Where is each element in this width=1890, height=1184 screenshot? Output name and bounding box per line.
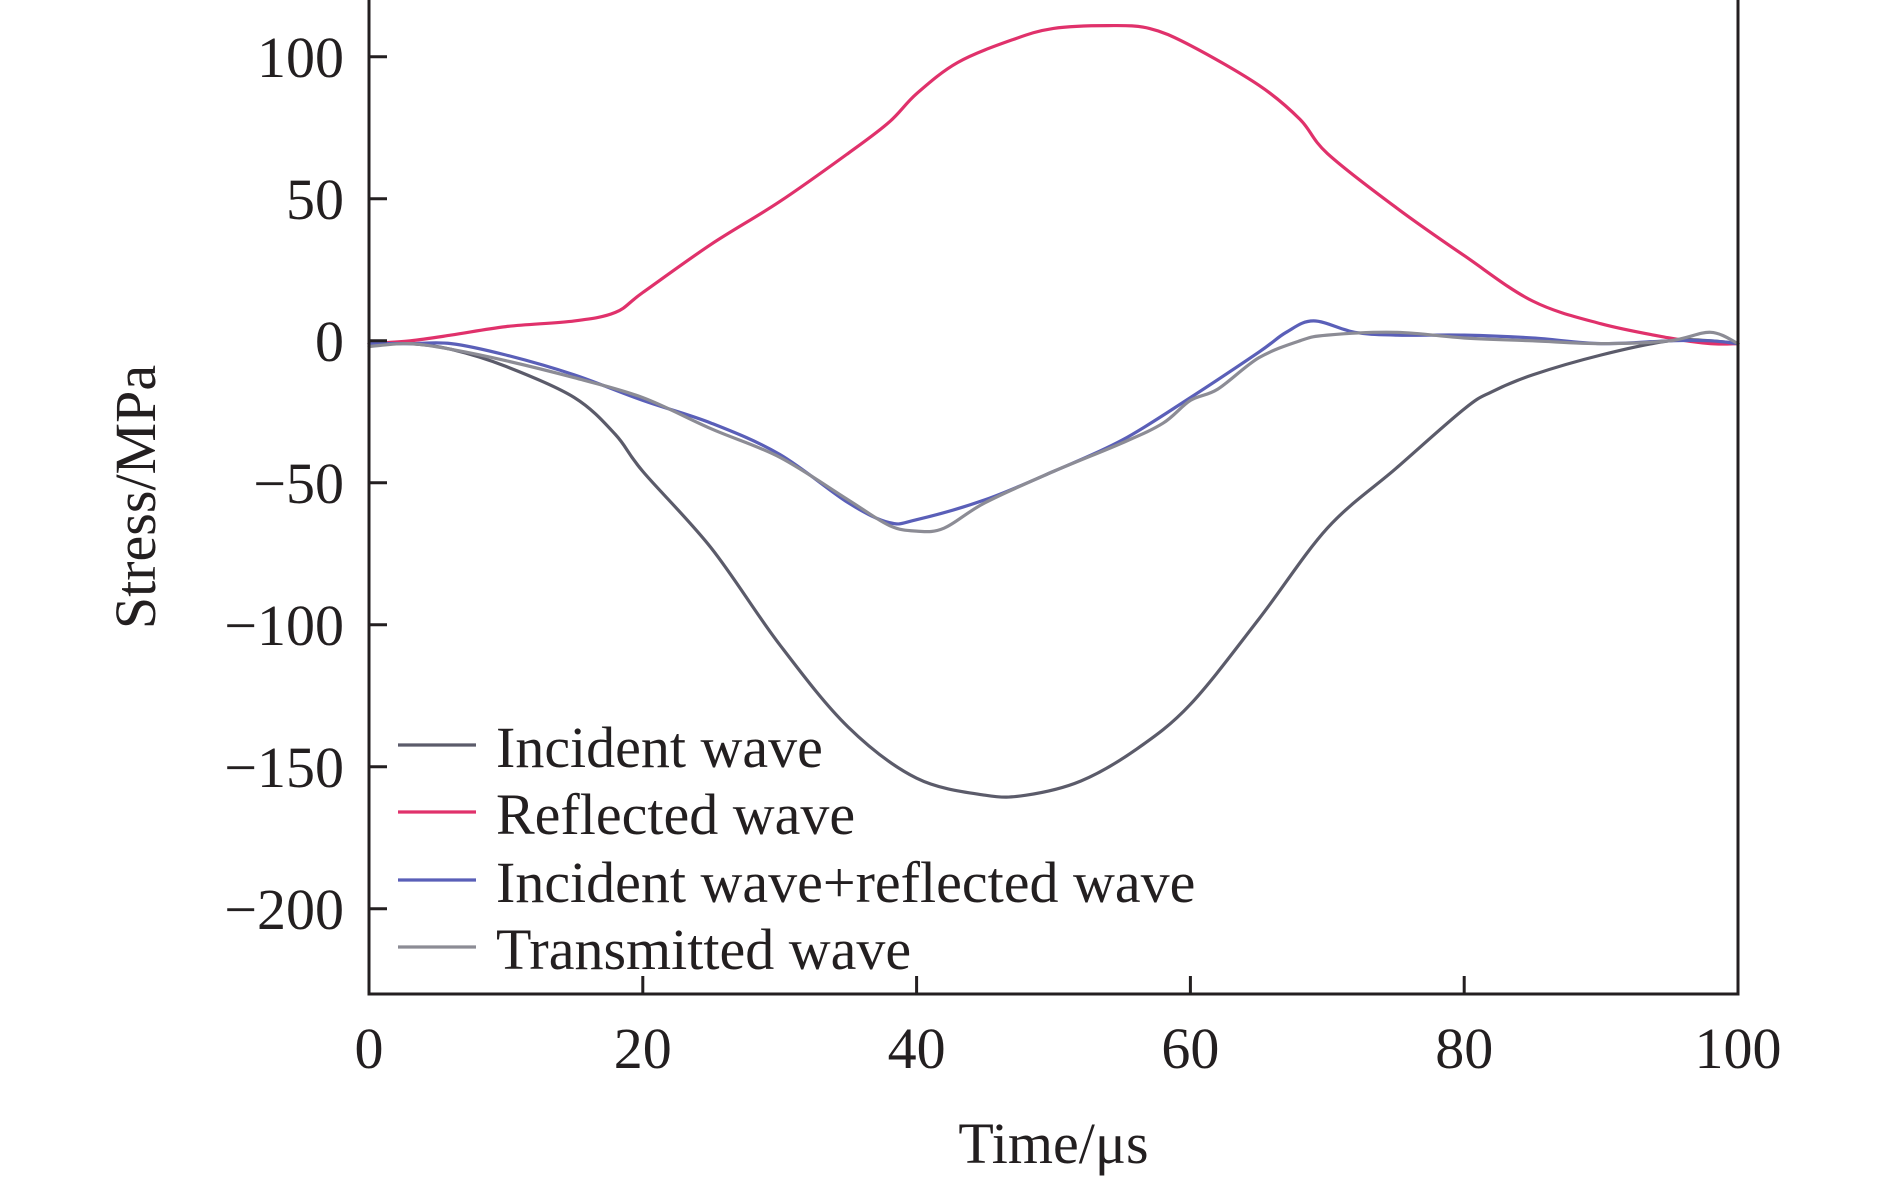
y-tick-label: −100 [224,593,344,658]
y-axis: 100 50 0 −50 −100 −150 −200 [224,25,387,942]
series-line-4 [367,330,1740,534]
x-tick-label: 100 [1695,1016,1782,1081]
y-axis-label: Stress/MPa [103,365,168,629]
y-tick-label: 100 [257,25,344,90]
series-line-2 [367,23,1740,346]
x-tick-label: 60 [1161,1016,1219,1081]
x-tick-label: 80 [1435,1016,1493,1081]
plot-area-frame [367,0,1740,996]
y-tick-label: 50 [286,167,344,232]
y-tick-label: −150 [224,735,344,800]
x-axis-label: Time/μs [958,1111,1148,1176]
y-tick-label: −200 [224,877,344,942]
legend-label-2: Reflected wave [496,782,855,847]
y-tick-label: 0 [315,309,344,374]
x-tick-label: 0 [355,1016,384,1081]
legend-label-4: Transmitted wave [496,917,911,982]
x-tick-label: 40 [888,1016,946,1081]
series-line-3 [367,319,1740,526]
x-tick-label: 20 [614,1016,672,1081]
x-axis: 0 20 40 60 80 100 [355,976,1782,1081]
y-tick-label: −50 [253,451,344,516]
series-line-1 [367,338,1740,799]
series-curves [367,23,1740,799]
legend-label-1: Incident wave [496,715,823,780]
legend-label-3: Incident wave+reflected wave [496,850,1195,915]
